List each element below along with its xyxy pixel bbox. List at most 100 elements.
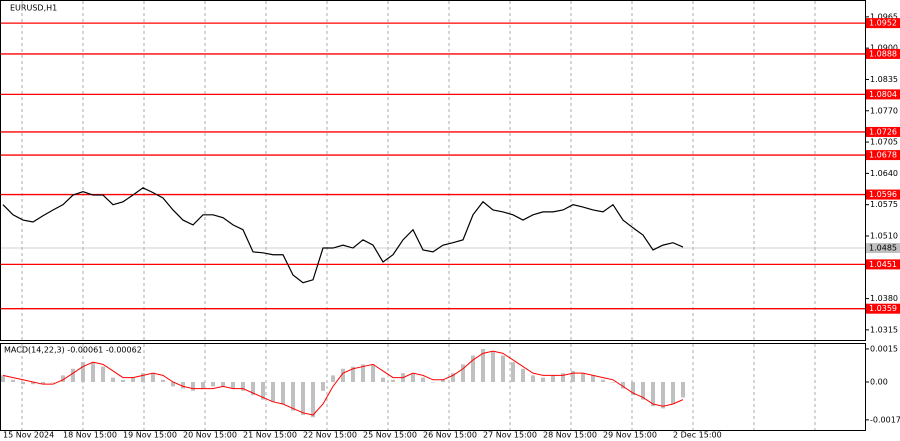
histogram-bar — [61, 375, 65, 382]
histogram-bar — [261, 381, 265, 400]
level-box — [866, 18, 900, 29]
y-tick-label: 1.0965 — [870, 12, 898, 21]
level-label: 1.0596 — [869, 190, 897, 199]
histogram-bar — [161, 379, 165, 382]
y-tick-label: 1.0575 — [870, 200, 898, 209]
histogram-bar — [191, 381, 195, 391]
x-tick-label: 18 Nov 15:00 — [63, 431, 117, 440]
histogram-bar — [301, 381, 305, 416]
y-tick-label: 1.0315 — [870, 325, 898, 334]
level-box — [866, 126, 900, 137]
histogram-bar — [521, 368, 525, 382]
level-label: 1.0451 — [869, 260, 897, 269]
level-box — [866, 48, 900, 59]
chart-title: EURUSD,H1 — [10, 4, 57, 13]
histogram-bar — [371, 364, 375, 382]
histogram-bar — [571, 370, 575, 382]
histogram-bar — [511, 362, 515, 382]
histogram-bar — [311, 381, 315, 418]
y-tick-label: 1.0900 — [870, 44, 898, 53]
macd-panel — [0, 343, 866, 431]
histogram-bar — [441, 379, 445, 382]
histogram-bar — [681, 381, 685, 398]
level-box — [866, 89, 900, 100]
histogram-bar — [361, 364, 365, 382]
x-tick-label: 29 Nov 15:00 — [603, 431, 657, 440]
current-price-label: 1.0485 — [869, 244, 897, 253]
histogram-bar — [211, 381, 215, 387]
current-price-box — [866, 243, 900, 254]
histogram-bar — [501, 355, 505, 382]
x-tick-label: 20 Nov 15:00 — [183, 431, 237, 440]
level-label: 1.0804 — [869, 90, 897, 99]
histogram-bar — [241, 381, 245, 391]
histogram-bar — [11, 379, 15, 382]
histogram-bar — [281, 381, 285, 405]
histogram-bar — [661, 381, 665, 409]
histogram-bar — [651, 381, 655, 407]
level-box — [866, 150, 900, 161]
level-label: 1.0678 — [869, 151, 897, 160]
histogram-bar — [151, 373, 155, 382]
histogram-bar — [471, 355, 475, 382]
histogram-bar — [131, 377, 135, 382]
x-tick-label: 2 Dec 15:00 — [673, 431, 722, 440]
y-tick-label: 1.0835 — [870, 75, 898, 84]
histogram-bar — [271, 381, 275, 402]
signal-line — [2, 350, 684, 416]
histogram-bar — [141, 373, 145, 382]
x-tick-label: 15 Nov 2024 — [3, 431, 54, 440]
histogram-bar — [201, 381, 205, 389]
histogram-bar — [381, 377, 385, 382]
y-tick-label: 0.0015 — [870, 344, 898, 353]
histogram-bar — [351, 366, 355, 382]
y-tick-label: 1.0380 — [870, 294, 898, 303]
histogram-bar — [81, 362, 85, 382]
y-tick-label: 1.0510 — [870, 231, 898, 240]
histogram-bar — [321, 381, 325, 391]
histogram-bar — [51, 381, 55, 383]
histogram-bar — [611, 381, 615, 383]
histogram-bar — [411, 373, 415, 382]
histogram-bar — [481, 348, 485, 382]
histogram-bar — [561, 373, 565, 382]
histogram-bar — [101, 366, 105, 382]
price-panel — [0, 0, 866, 341]
histogram-bar — [601, 379, 605, 382]
level-label: 1.0359 — [869, 304, 897, 313]
level-label: 1.0888 — [869, 49, 897, 58]
histogram-bar — [181, 381, 185, 389]
histogram-bar — [171, 381, 175, 387]
histogram-bar — [551, 375, 555, 382]
histogram-bar — [451, 373, 455, 382]
histogram-bar — [41, 381, 45, 385]
histogram-bar — [21, 381, 25, 385]
histogram-bar — [421, 377, 425, 382]
level-box — [866, 259, 900, 270]
y-tick-label: -0.00172 — [870, 415, 900, 424]
x-tick-label: 28 Nov 15:00 — [543, 431, 597, 440]
histogram-bar — [251, 381, 255, 396]
level-label: 1.0952 — [869, 19, 897, 28]
y-tick-label: 1.0770 — [870, 106, 898, 115]
x-tick-label: 21 Nov 15:00 — [243, 431, 297, 440]
histogram-bar — [71, 368, 75, 382]
x-tick-label: 27 Nov 15:00 — [483, 431, 537, 440]
x-tick-label: 25 Nov 15:00 — [363, 431, 417, 440]
histogram-bar — [31, 381, 35, 385]
histogram-bar — [331, 375, 335, 382]
histogram-bar — [111, 377, 115, 382]
histogram-bar — [581, 373, 585, 382]
histogram-bar — [541, 377, 545, 382]
y-tick-label: 0.00 — [870, 377, 888, 386]
histogram-bar — [671, 381, 675, 405]
x-tick-label: 26 Nov 15:00 — [423, 431, 477, 440]
histogram-bar — [631, 381, 635, 396]
macd-title: MACD(14,22,3) -0.00061 -0.00062 — [4, 346, 142, 355]
y-tick-label: 1.0640 — [870, 169, 898, 178]
histogram-bar — [1, 375, 5, 382]
x-tick-label: 19 Nov 15:00 — [123, 431, 177, 440]
x-tick-label: 22 Nov 15:00 — [303, 431, 357, 440]
histogram-bar — [91, 362, 95, 382]
